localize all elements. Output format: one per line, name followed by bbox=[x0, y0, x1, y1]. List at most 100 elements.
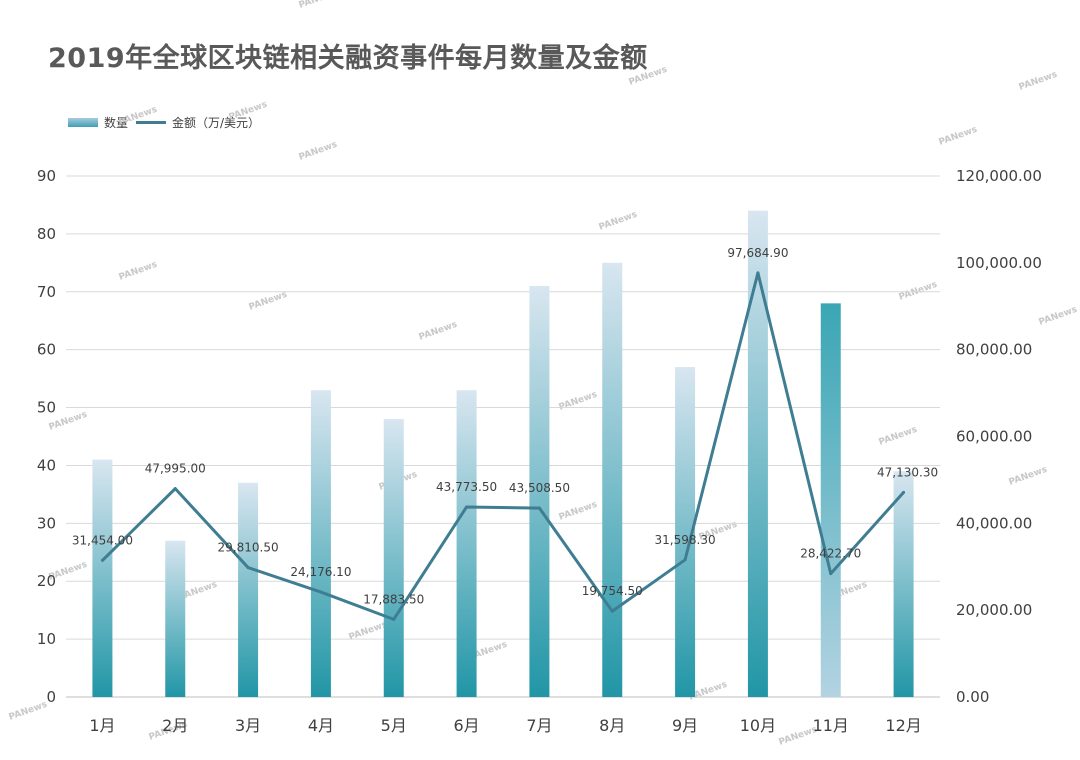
watermark-text: PANews bbox=[1018, 70, 1059, 93]
bar-series bbox=[92, 210, 914, 697]
watermark-text: PANews bbox=[298, 0, 339, 11]
bar-11月 bbox=[820, 303, 841, 697]
gridlines bbox=[66, 175, 940, 698]
amount-point-11月 bbox=[829, 572, 833, 576]
amount-point-8月 bbox=[610, 609, 614, 613]
chart-title: 2019年全球区块链相关融资事件每月数量及金额 bbox=[48, 43, 648, 74]
amount-point-6月 bbox=[465, 505, 469, 509]
left-axis-tick: 50 bbox=[37, 399, 56, 417]
data-label-12月: 47,130.30 bbox=[877, 465, 938, 479]
bar-8月 bbox=[602, 262, 623, 697]
bar-3月 bbox=[238, 482, 259, 697]
left-axis-tick: 70 bbox=[37, 283, 56, 301]
amount-point-9月 bbox=[683, 558, 687, 562]
left-axis-tick: 10 bbox=[37, 630, 56, 648]
data-label-2月: 47,995.00 bbox=[145, 462, 206, 476]
watermark-text: PANews bbox=[298, 140, 339, 163]
category-tick: 11月 bbox=[813, 716, 849, 735]
data-label-1月: 31,454.00 bbox=[72, 533, 133, 547]
amount-point-5月 bbox=[392, 617, 396, 621]
legend-line-swatch bbox=[136, 120, 166, 124]
bar-4月 bbox=[310, 390, 331, 697]
watermark-text: PANews bbox=[118, 105, 159, 128]
watermark-text: PANews bbox=[418, 320, 459, 343]
data-label-8月: 19,754.50 bbox=[582, 584, 643, 598]
data-labels: 31,454.00 47,995.00 29,810.50 24,176.10 17,8… bbox=[72, 246, 938, 606]
category-tick: 3月 bbox=[235, 716, 261, 735]
amount-point-7月 bbox=[537, 506, 541, 510]
left-axis-tick: 40 bbox=[37, 456, 56, 474]
left-axis-tick: 90 bbox=[37, 167, 56, 185]
amount-point-12月 bbox=[902, 490, 906, 494]
category-tick: 10月 bbox=[740, 716, 776, 735]
right-axis-tick: 0.00 bbox=[956, 688, 989, 706]
category-tick: 8月 bbox=[599, 716, 625, 735]
right-axis-tick: 60,000.00 bbox=[956, 428, 1032, 446]
left-axis-tick: 20 bbox=[37, 572, 56, 590]
data-label-5月: 17,883.50 bbox=[363, 592, 424, 606]
amount-point-4月 bbox=[319, 590, 323, 594]
bar-5月 bbox=[383, 419, 404, 697]
left-axis-tick: 60 bbox=[37, 341, 56, 359]
left-axis-tick: 30 bbox=[37, 514, 56, 532]
amount-point-1月 bbox=[100, 558, 104, 562]
left-axis-tick: 0 bbox=[46, 688, 56, 706]
right-axis-tick: 80,000.00 bbox=[956, 341, 1032, 359]
watermark-text: PANews bbox=[558, 390, 599, 413]
watermark-text: PANews bbox=[118, 260, 159, 283]
category-tick: 12月 bbox=[885, 716, 921, 735]
right-axis-tick: 40,000.00 bbox=[956, 514, 1032, 532]
watermark-text: PANews bbox=[228, 100, 269, 123]
legend-item-line: 金额（万/美元） bbox=[136, 113, 260, 131]
data-label-6月: 43,773.50 bbox=[436, 480, 497, 494]
right-axis-tick: 20,000.00 bbox=[956, 601, 1032, 619]
category-tick: 2月 bbox=[162, 716, 188, 735]
right-axis-tick: 100,000.00 bbox=[956, 254, 1042, 272]
right-axis-tick: 120,000.00 bbox=[956, 167, 1042, 185]
data-label-9月: 31,598.30 bbox=[655, 533, 716, 547]
category-tick: 5月 bbox=[381, 716, 407, 735]
data-label-3月: 29,810.50 bbox=[218, 541, 279, 555]
amount-point-10月 bbox=[756, 271, 760, 275]
bar-1月 bbox=[92, 459, 113, 697]
watermark-text: PANews bbox=[938, 125, 979, 148]
bar-9月 bbox=[675, 367, 696, 697]
category-tick: 4月 bbox=[308, 716, 334, 735]
bar-12月 bbox=[893, 471, 914, 697]
data-label-10月: 97,684.90 bbox=[727, 246, 788, 260]
line-series bbox=[100, 271, 906, 621]
category-tick: 7月 bbox=[526, 716, 552, 735]
bar-6月 bbox=[456, 390, 477, 697]
watermark-text: PANews bbox=[1038, 305, 1079, 328]
data-label-4月: 24,176.10 bbox=[290, 565, 351, 579]
bar-2月 bbox=[165, 540, 186, 697]
watermark-text: PANews bbox=[878, 425, 919, 448]
data-label-11月: 28,422.70 bbox=[800, 547, 861, 561]
data-label-7月: 43,508.50 bbox=[509, 481, 570, 495]
category-tick: 9月 bbox=[672, 716, 698, 735]
amount-point-3月 bbox=[246, 566, 250, 570]
bar-7月 bbox=[529, 285, 550, 697]
watermark-text: PANews bbox=[1008, 465, 1049, 488]
category-axis-ticks: 1月 2月 3月 4月 5月 6月 7月 8月 9月 10月 11月 12月 bbox=[89, 716, 921, 735]
watermark-text: PANews bbox=[8, 700, 49, 723]
legend-label-count: 数量 bbox=[104, 115, 129, 130]
watermark-text: PANews bbox=[558, 500, 599, 523]
amount-point-2月 bbox=[173, 487, 177, 491]
watermark-text: PANews bbox=[898, 280, 939, 303]
legend-item-bars: 数量 bbox=[68, 113, 128, 131]
bar-10月 bbox=[747, 210, 768, 697]
legend-bar-swatch bbox=[68, 117, 98, 127]
watermark-text: PANews bbox=[628, 65, 669, 88]
watermark-text: PANews bbox=[248, 290, 289, 313]
left-axis-tick: 80 bbox=[37, 225, 56, 243]
left-axis-ticks: 0 10 20 30 40 50 60 70 80 90 bbox=[37, 167, 56, 706]
legend-label-amount: 金额（万/美元） bbox=[172, 115, 261, 130]
category-tick: 6月 bbox=[453, 716, 479, 735]
watermark-text: PANews bbox=[598, 210, 639, 233]
right-axis-ticks: 0.00 20,000.00 40,000.00 60,000.00 80,000.00… bbox=[956, 167, 1042, 706]
category-tick: 1月 bbox=[89, 716, 115, 735]
amount-line bbox=[101, 271, 905, 621]
